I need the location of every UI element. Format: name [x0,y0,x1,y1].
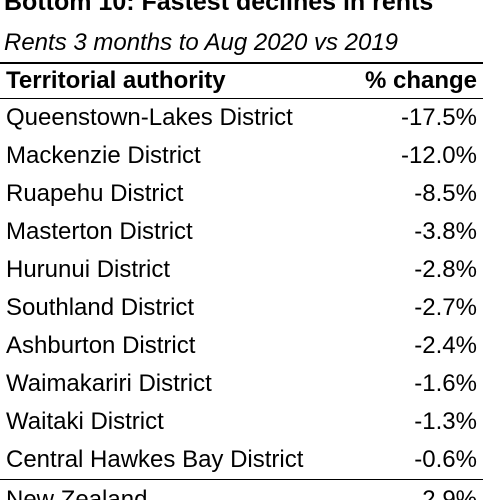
row-value: -2.8% [414,256,477,283]
row-value: -17.5% [400,104,477,131]
row-name: Waimakariri District [6,370,212,397]
header-territorial-authority: Territorial authority [6,67,226,94]
row-value: -12.0% [400,142,477,169]
table-body: Queenstown-Lakes District -17.5% Mackenz… [0,99,483,479]
row-value: -1.6% [414,370,477,397]
header-bottom-rule [0,98,483,99]
row-name: Ruapehu District [6,180,184,207]
table-row: Mackenzie District -12.0% [0,137,483,175]
row-value: -0.6% [414,446,477,473]
row-name: Queenstown-Lakes District [6,104,293,131]
table-row: Waitaki District -1.3% [0,403,483,441]
table-row: Hurunui District -2.8% [0,251,483,289]
row-name: Hurunui District [6,256,171,283]
row-name: Waitaki District [6,408,164,435]
row-name: Ashburton District [6,332,196,359]
header-percent-change: % change [364,67,477,94]
table-subtitle: Rents 3 months to Aug 2020 vs 2019 [4,29,399,56]
row-name: Central Hawkes Bay District [6,446,304,473]
row-name: Masterton District [6,218,193,245]
header-top-rule [0,62,483,64]
footer-top-rule [0,479,483,480]
table-row: Central Hawkes Bay District -0.6% [0,441,483,479]
footer-name: New Zealand [6,486,148,500]
footer-value: 2.9% [422,486,477,500]
row-value: -8.5% [414,180,477,207]
row-value: -1.3% [414,408,477,435]
table-row: Queenstown-Lakes District -17.5% [0,99,483,137]
row-name: Southland District [6,294,195,321]
row-value: -2.4% [414,332,477,359]
table-row: Waimakariri District -1.6% [0,365,483,403]
table-row: Ashburton District -2.4% [0,327,483,365]
row-name: Mackenzie District [6,142,201,169]
table-row: Ruapehu District -8.5% [0,175,483,213]
table-title: Bottom 10: Fastest declines in rents [4,0,434,16]
table-row: Southland District -2.7% [0,289,483,327]
table-header: Territorial authority % change [0,64,483,98]
table-row: Masterton District -3.8% [0,213,483,251]
table-footer-row: New Zealand 2.9% [0,481,483,500]
row-value: -3.8% [414,218,477,245]
row-value: -2.7% [414,294,477,321]
